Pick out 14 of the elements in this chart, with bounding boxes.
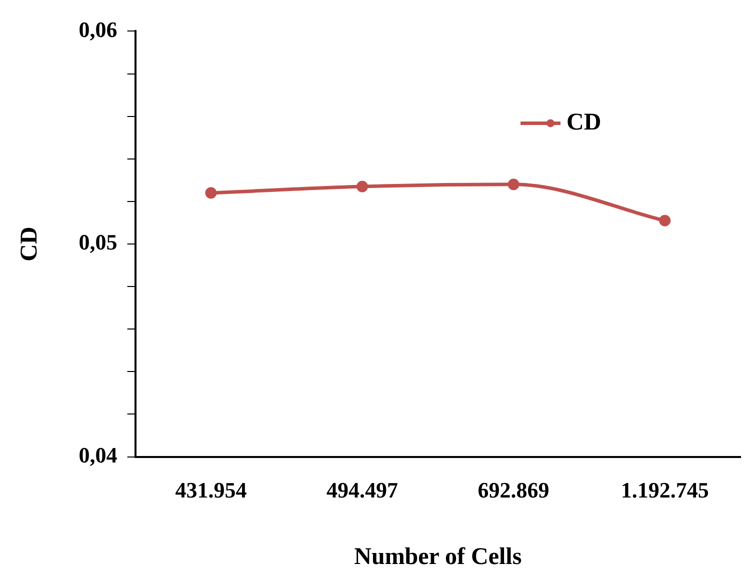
- y-axis-title: CD: [16, 226, 43, 262]
- x-tick-label: 692.869: [478, 478, 550, 503]
- x-axis-title: Number of Cells: [354, 544, 522, 570]
- legend-label: CD: [566, 109, 602, 136]
- x-tick-label: 1.192.745: [620, 478, 709, 503]
- x-tick-label: 431.954: [175, 478, 247, 503]
- point: [508, 178, 520, 190]
- y-tick-label: 0,04: [78, 442, 118, 468]
- x-tick-label: 494.497: [326, 478, 398, 503]
- point: [659, 214, 671, 226]
- point: [356, 180, 368, 192]
- y-tick-label: 0,06: [78, 16, 118, 42]
- point: [205, 187, 217, 199]
- y-tick-label: 0,05: [78, 230, 118, 255]
